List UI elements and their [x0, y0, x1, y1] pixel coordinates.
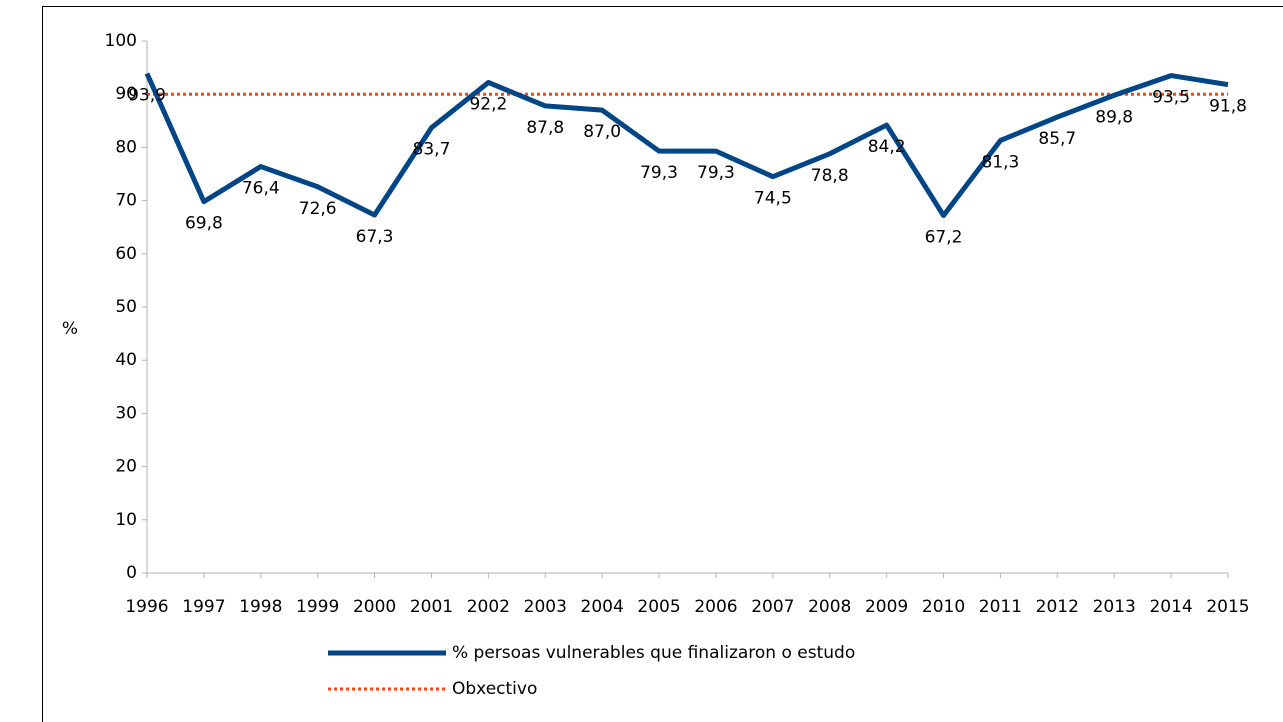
data-label: 79,3	[640, 163, 678, 183]
data-label: 67,3	[356, 227, 394, 247]
legend-label: Obxectivo	[452, 679, 537, 699]
data-label: 74,5	[754, 189, 792, 209]
data-label: 85,7	[1038, 129, 1076, 149]
data-label: 93,9	[128, 85, 166, 105]
data-line	[144, 72, 1229, 218]
x-tick-label: 2009	[865, 597, 908, 617]
x-tick-label: 2014	[1149, 597, 1192, 617]
x-tick-label: 2011	[979, 597, 1022, 617]
data-label: 81,3	[981, 152, 1019, 172]
y-tick-label: 10	[115, 510, 137, 530]
data-label: 89,8	[1095, 107, 1133, 127]
x-tick-label: 2002	[467, 597, 510, 617]
y-tick-label: 100	[105, 31, 137, 51]
x-tick-label: 2006	[694, 597, 737, 617]
x-tick-label: 2015	[1206, 597, 1249, 617]
y-axis-label: %	[62, 319, 78, 339]
x-tick-label: 2012	[1036, 597, 1079, 617]
data-label: 69,8	[185, 214, 223, 234]
x-tick-label: 2003	[524, 597, 567, 617]
data-label: 72,6	[299, 199, 337, 219]
x-tick-label: 2000	[353, 597, 396, 617]
x-tick-label: 1996	[125, 597, 168, 617]
data-label: 76,4	[242, 179, 280, 199]
y-tick-label: 0	[126, 563, 137, 583]
data-label: 67,2	[925, 227, 963, 247]
x-tick-label: 1997	[182, 597, 225, 617]
data-label: 84,2	[868, 137, 906, 157]
data-label: 78,8	[811, 166, 849, 186]
chart-frame	[42, 6, 1283, 722]
y-tick-label: 70	[115, 191, 137, 211]
data-label: 87,0	[583, 122, 621, 142]
x-tick-label: 2004	[581, 597, 624, 617]
y-tick-label: 30	[115, 403, 137, 423]
data-label: 91,8	[1209, 97, 1247, 117]
x-tick-label: 2013	[1093, 597, 1136, 617]
y-tick-label: 20	[115, 457, 137, 477]
data-label: 93,5	[1152, 88, 1190, 108]
x-tick-label: 2007	[751, 597, 794, 617]
x-tick-label: 2001	[410, 597, 453, 617]
data-label: 83,7	[413, 140, 451, 160]
x-tick-label: 2005	[637, 597, 680, 617]
data-label: 79,3	[697, 163, 735, 183]
x-tick-label: 2008	[808, 597, 851, 617]
y-tick-label: 50	[115, 297, 137, 317]
x-tick-label: 1998	[239, 597, 282, 617]
y-tick-label: 40	[115, 350, 137, 370]
y-tick-label: 90	[115, 84, 137, 104]
y-tick-label: 60	[115, 244, 137, 264]
x-tick-label: 2010	[922, 597, 965, 617]
legend-label: % persoas vulnerables que finalizaron o …	[452, 643, 855, 663]
y-tick-label: 80	[115, 137, 137, 157]
x-tick-label: 1999	[296, 597, 339, 617]
data-label: 92,2	[469, 94, 507, 114]
data-label: 87,8	[526, 118, 564, 138]
